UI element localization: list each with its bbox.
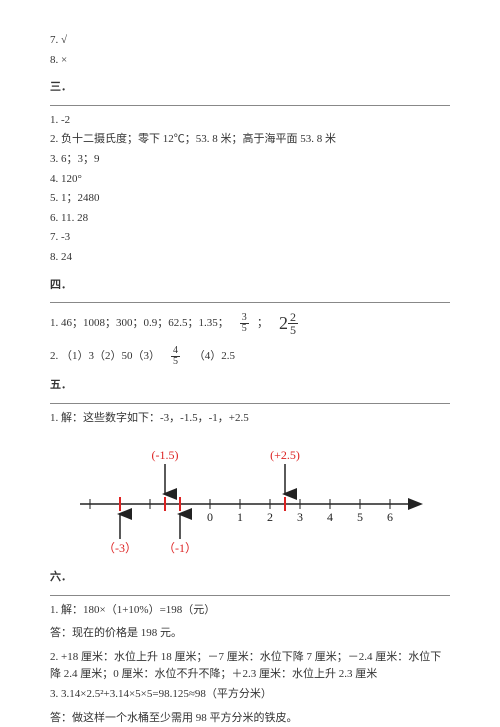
svg-text:3: 3 [297, 510, 303, 524]
sec3-i1: 1. -2 [50, 112, 450, 130]
sec3-i6: 6. 11. 28 [50, 210, 450, 228]
divider [50, 105, 450, 106]
sec4-line2b: （4）2.5 [194, 350, 235, 362]
sec3-i8: 8. 24 [50, 249, 450, 267]
divider [50, 302, 450, 303]
frac-den: 5 [171, 357, 180, 367]
sec3-i3: 3. 6；3；9 [50, 151, 450, 169]
svg-text:（-3）: （-3） [103, 541, 137, 555]
svg-text:（-1）: （-1） [163, 541, 197, 555]
svg-text:6: 6 [387, 510, 393, 524]
sec6-l4: 3. 3.14×2.5²+3.14×5×5=98.125≈98（平方分米） [50, 686, 450, 704]
sec4-line1-prefix: 1. 46；1008；300；0.9；62.5；1.35； [50, 317, 229, 329]
section-4-head: 四． [50, 277, 450, 295]
fraction-4-5: 4 5 [171, 346, 180, 367]
sec5-line1: 1. 解：这些数字如下：-3，-1.5，-1，+2.5 [50, 410, 450, 428]
sec6-l5: 答：做这样一个水桶至少需用 98 平方分米的铁皮。 [50, 710, 450, 727]
frac-den: 5 [240, 324, 249, 334]
sec4-line2: 2. （1）3（2）50（3） 4 5 （4）2.5 [50, 346, 450, 367]
numberline-svg: 0 1 2 3 4 5 6 (-1.5) (+2.5) （-3） （-1） [70, 439, 430, 559]
section-6-head: 六． [50, 569, 450, 587]
svg-text:0: 0 [207, 510, 213, 524]
svg-text:4: 4 [327, 510, 333, 524]
divider [50, 595, 450, 596]
mixed-2-2-5: 2 2 5 [279, 309, 298, 338]
mixed-den: 5 [288, 324, 298, 336]
item-7: 7. √ [50, 32, 450, 50]
svg-text:1: 1 [237, 510, 243, 524]
svg-text:(+2.5): (+2.5) [270, 448, 300, 462]
section-5-head: 五． [50, 377, 450, 395]
sec3-i5: 5. 1；2480 [50, 190, 450, 208]
sec3-i4: 4. 120° [50, 171, 450, 189]
sec4-line1: 1. 46；1008；300；0.9；62.5；1.35； 3 5 ； 2 2 … [50, 309, 450, 338]
sec3-i2: 2. 负十二摄氏度；零下 12℃；53. 8 米；高于海平面 53. 8 米 [50, 131, 450, 149]
divider [50, 403, 450, 404]
sec3-i7: 7. -3 [50, 229, 450, 247]
sec6-l1: 1. 解：180×（1+10%）=198（元） [50, 602, 450, 620]
svg-text:5: 5 [357, 510, 363, 524]
svg-text:2: 2 [267, 510, 273, 524]
sec6-l3: 2. +18 厘米：水位上升 18 厘米；－7 厘米：水位下降 7 厘米；－2.… [50, 649, 450, 684]
fraction-3-5: 3 5 [240, 313, 249, 334]
svg-text:(-1.5): (-1.5) [152, 448, 179, 462]
numberline: 0 1 2 3 4 5 6 (-1.5) (+2.5) （-3） （-1） [50, 439, 450, 559]
sec4-line2a: 2. （1）3（2）50（3） [50, 350, 160, 362]
sep: ； [257, 317, 268, 329]
mixed-whole: 2 [279, 309, 288, 338]
sec6-l2: 答：现在的价格是 198 元。 [50, 625, 450, 643]
section-3-head: 三． [50, 79, 450, 97]
item-8: 8. × [50, 52, 450, 70]
